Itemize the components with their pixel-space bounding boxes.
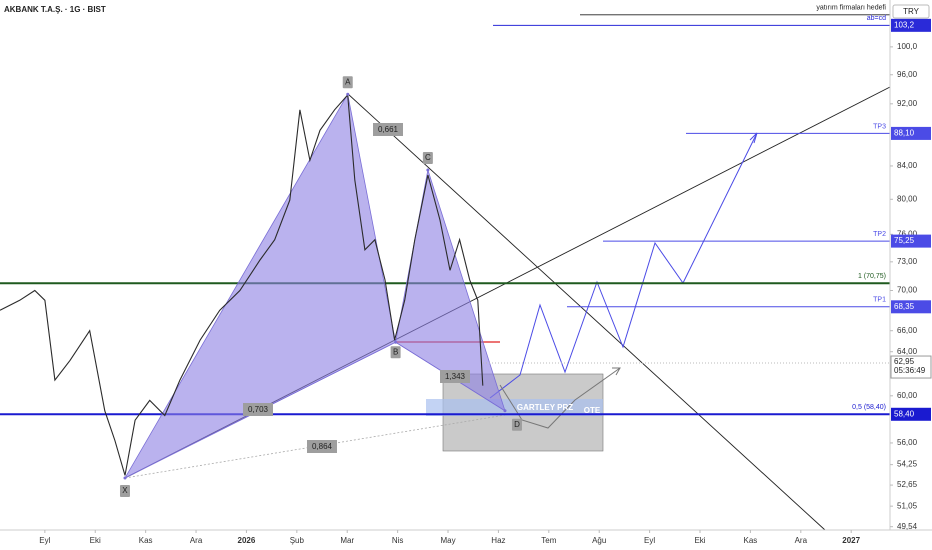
pattern-label-box <box>390 346 401 359</box>
price-label: 103,2 <box>894 20 915 29</box>
pattern-label: X <box>122 486 128 495</box>
ratio-box <box>243 403 273 416</box>
x-tick-label: Eki <box>694 536 705 545</box>
projection-path <box>489 132 758 399</box>
y-tick-label: 92,00 <box>897 99 918 108</box>
pattern-point <box>503 409 507 413</box>
level-text: 0,5 (58,40) <box>852 404 886 411</box>
price-label-box <box>891 18 931 32</box>
y-tick-label: 84,00 <box>897 161 918 170</box>
y-tick-label: 66,00 <box>897 326 918 335</box>
price-label: 75,25 <box>894 236 915 245</box>
x-tick-label: Eyl <box>644 536 655 545</box>
ratio-box <box>307 440 337 453</box>
x-tick-label: Ara <box>795 536 808 545</box>
currency-box <box>892 4 930 19</box>
x-tick-label: Haz <box>491 536 505 545</box>
price-label: 88,10 <box>894 129 915 138</box>
level-text: 1 (70,75) <box>858 273 886 280</box>
level-text: TP2 <box>873 231 886 238</box>
x-tick-label: Tem <box>541 536 556 545</box>
x-tick-label: Şub <box>290 536 305 545</box>
x-tick-label: Ağu <box>592 536 606 545</box>
price-label: 68,35 <box>894 302 915 311</box>
y-tick-label: 80,00 <box>897 194 918 203</box>
x-tick-label: Ara <box>190 536 203 545</box>
zone-label: OTE <box>584 406 601 415</box>
ratio-box <box>373 123 403 136</box>
level-text: TP1 <box>873 297 886 304</box>
y-tick-label: 73,00 <box>897 257 918 266</box>
currency: TRY <box>903 7 920 16</box>
y-tick-label: 56,00 <box>897 438 918 447</box>
price-line <box>0 93 484 476</box>
x-tick-label: 2026 <box>238 536 256 545</box>
x-tick-label: 2027 <box>842 536 860 545</box>
y-tick-label: 64,00 <box>897 347 918 356</box>
projection-arrow <box>612 367 621 376</box>
level-text: ab=cd <box>867 15 886 22</box>
y-tick-label: 60,00 <box>897 391 918 400</box>
current-price-label: 62,95 <box>894 357 915 366</box>
price-label: 58,40 <box>894 409 915 418</box>
level-text: TP3 <box>873 123 886 130</box>
y-tick-label: 100,0 <box>897 42 918 51</box>
pattern-label-box <box>511 418 522 431</box>
x-tick-label: Nis <box>392 536 404 545</box>
ratio-label: 1,343 <box>445 372 466 381</box>
pattern-point <box>346 92 350 96</box>
plot-area <box>0 14 890 479</box>
y-tick-label: 52,65 <box>897 480 918 489</box>
x-tick-label: May <box>440 536 455 545</box>
zone-label: GARTLEY PRZ <box>517 403 573 412</box>
pattern-label: B <box>393 347 398 356</box>
ratio-box <box>440 370 470 383</box>
x-tick-label: Eyl <box>39 536 50 545</box>
x-tick-label: Kas <box>744 536 758 545</box>
price-label-box <box>891 407 931 421</box>
y-tick-label: 76,00 <box>897 229 918 238</box>
y-tick-label: 54,25 <box>897 460 918 469</box>
y-tick-label: 70,00 <box>897 286 918 295</box>
current-price-box <box>890 355 932 379</box>
pattern-point <box>123 476 127 480</box>
x-tick-label: Kas <box>139 536 153 545</box>
pattern-point <box>394 340 398 344</box>
chart-title: AKBANK T.A.Ş. · 1G · BIST <box>4 5 106 14</box>
price-label-box <box>891 234 931 248</box>
y-tick-label: 96,00 <box>897 70 918 79</box>
price-label-box <box>891 126 931 140</box>
pattern-label-box <box>422 152 433 165</box>
y-tick-label: 51,05 <box>897 501 918 510</box>
countdown-label: 05:36:49 <box>894 366 926 375</box>
pattern-label: D <box>514 420 520 429</box>
price-label-box <box>891 300 931 314</box>
pattern-label: A <box>345 77 351 86</box>
pattern-label: C <box>425 153 431 162</box>
pattern-label-box <box>342 76 353 89</box>
x-tick-label: Eki <box>90 536 101 545</box>
pattern-label-box <box>119 484 130 497</box>
y-tick-label: 49,54 <box>897 522 918 531</box>
ratio-label: 0,661 <box>378 125 399 134</box>
ratio-label: 0,864 <box>312 442 333 451</box>
pattern-point <box>426 168 430 172</box>
level-text: yatırım firmaları hedefi <box>816 5 886 12</box>
ratio-label: 0,703 <box>248 405 269 414</box>
projection-path <box>499 367 621 429</box>
x-tick-label: Mar <box>340 536 354 545</box>
